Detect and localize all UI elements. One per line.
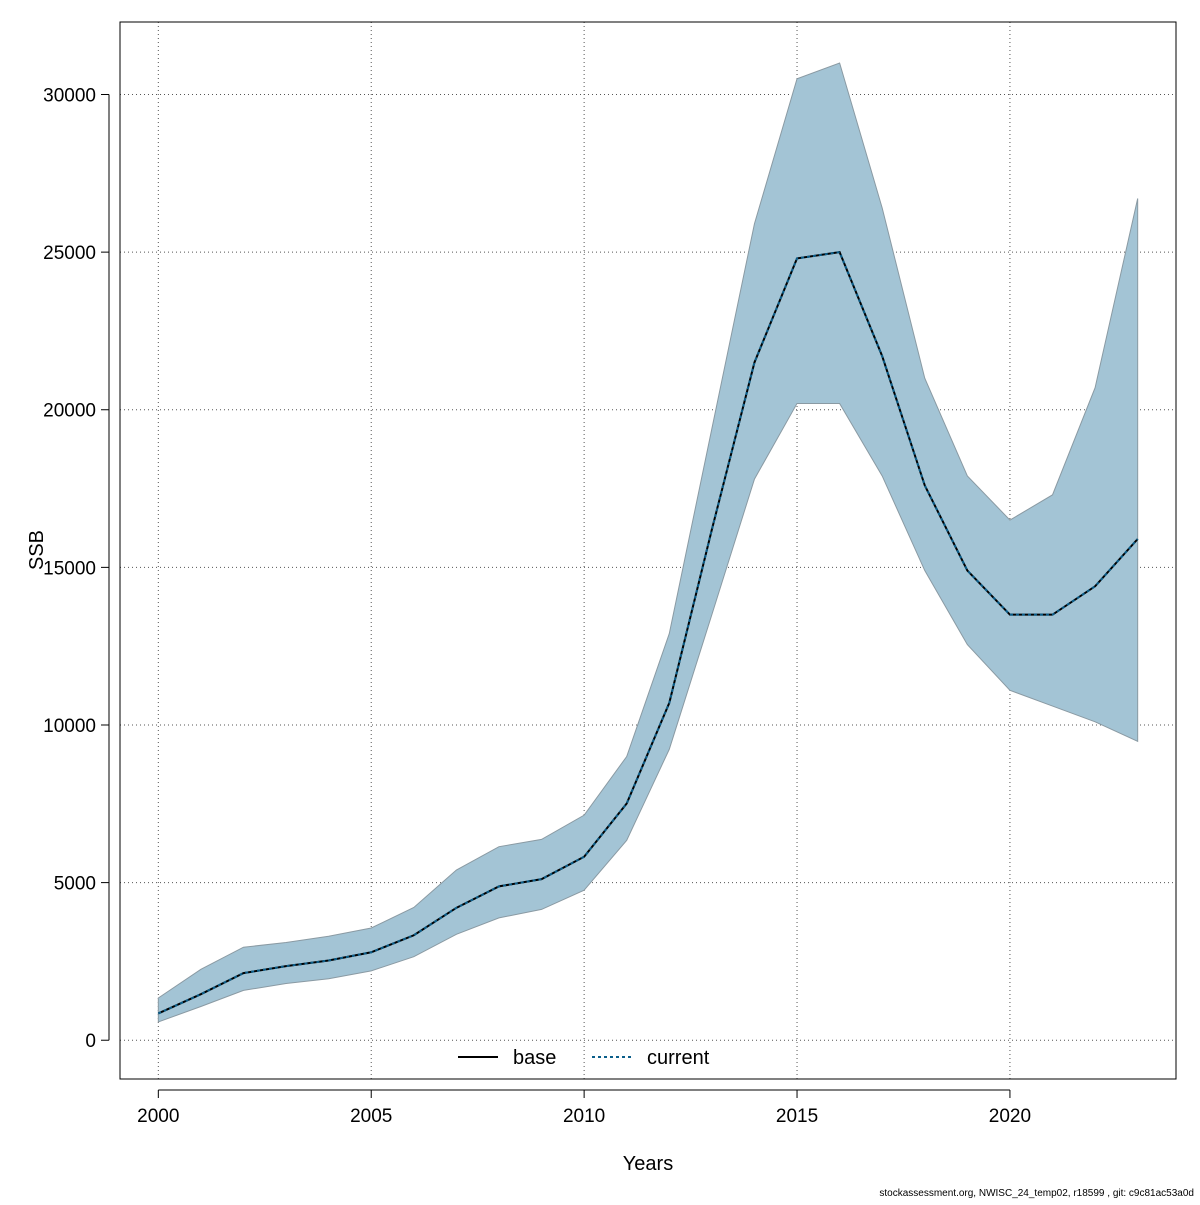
legend: base current [458, 1047, 710, 1069]
y-tick-label: 10000 [43, 716, 96, 737]
legend-label-current: current [647, 1047, 710, 1069]
y-axis-title: SSB [26, 530, 48, 570]
source-footnote: stockassessment.org, NWISC_24_temp02, r1… [879, 1188, 1194, 1199]
series-line-current [157, 251, 1139, 1015]
confidence-band-layer [157, 62, 1139, 1023]
y-tick-label: 25000 [43, 243, 96, 264]
y-tick-label: 15000 [43, 558, 96, 579]
plot-frame [119, 21, 1177, 1080]
x-tick-label: 2010 [563, 1106, 605, 1127]
x-tick-label: 2015 [776, 1106, 818, 1127]
x-tick-label: 2000 [137, 1106, 179, 1127]
y-tick-label: 30000 [43, 86, 96, 107]
y-tick-label: 0 [85, 1031, 96, 1052]
y-tick-label: 20000 [43, 401, 96, 422]
legend-label-base: base [513, 1047, 556, 1069]
series-line-layer [157, 251, 1139, 1015]
confidence-band [157, 62, 1139, 1023]
x-tick-label: 2005 [350, 1106, 392, 1127]
axes-layer: 2000 2005 2010 2015 2020 0 5000 10000 15000 20000… [43, 21, 1177, 1127]
y-tick-label: 5000 [54, 874, 96, 895]
x-tick-label: 2020 [989, 1106, 1031, 1127]
x-axis-title: Years [623, 1153, 673, 1175]
